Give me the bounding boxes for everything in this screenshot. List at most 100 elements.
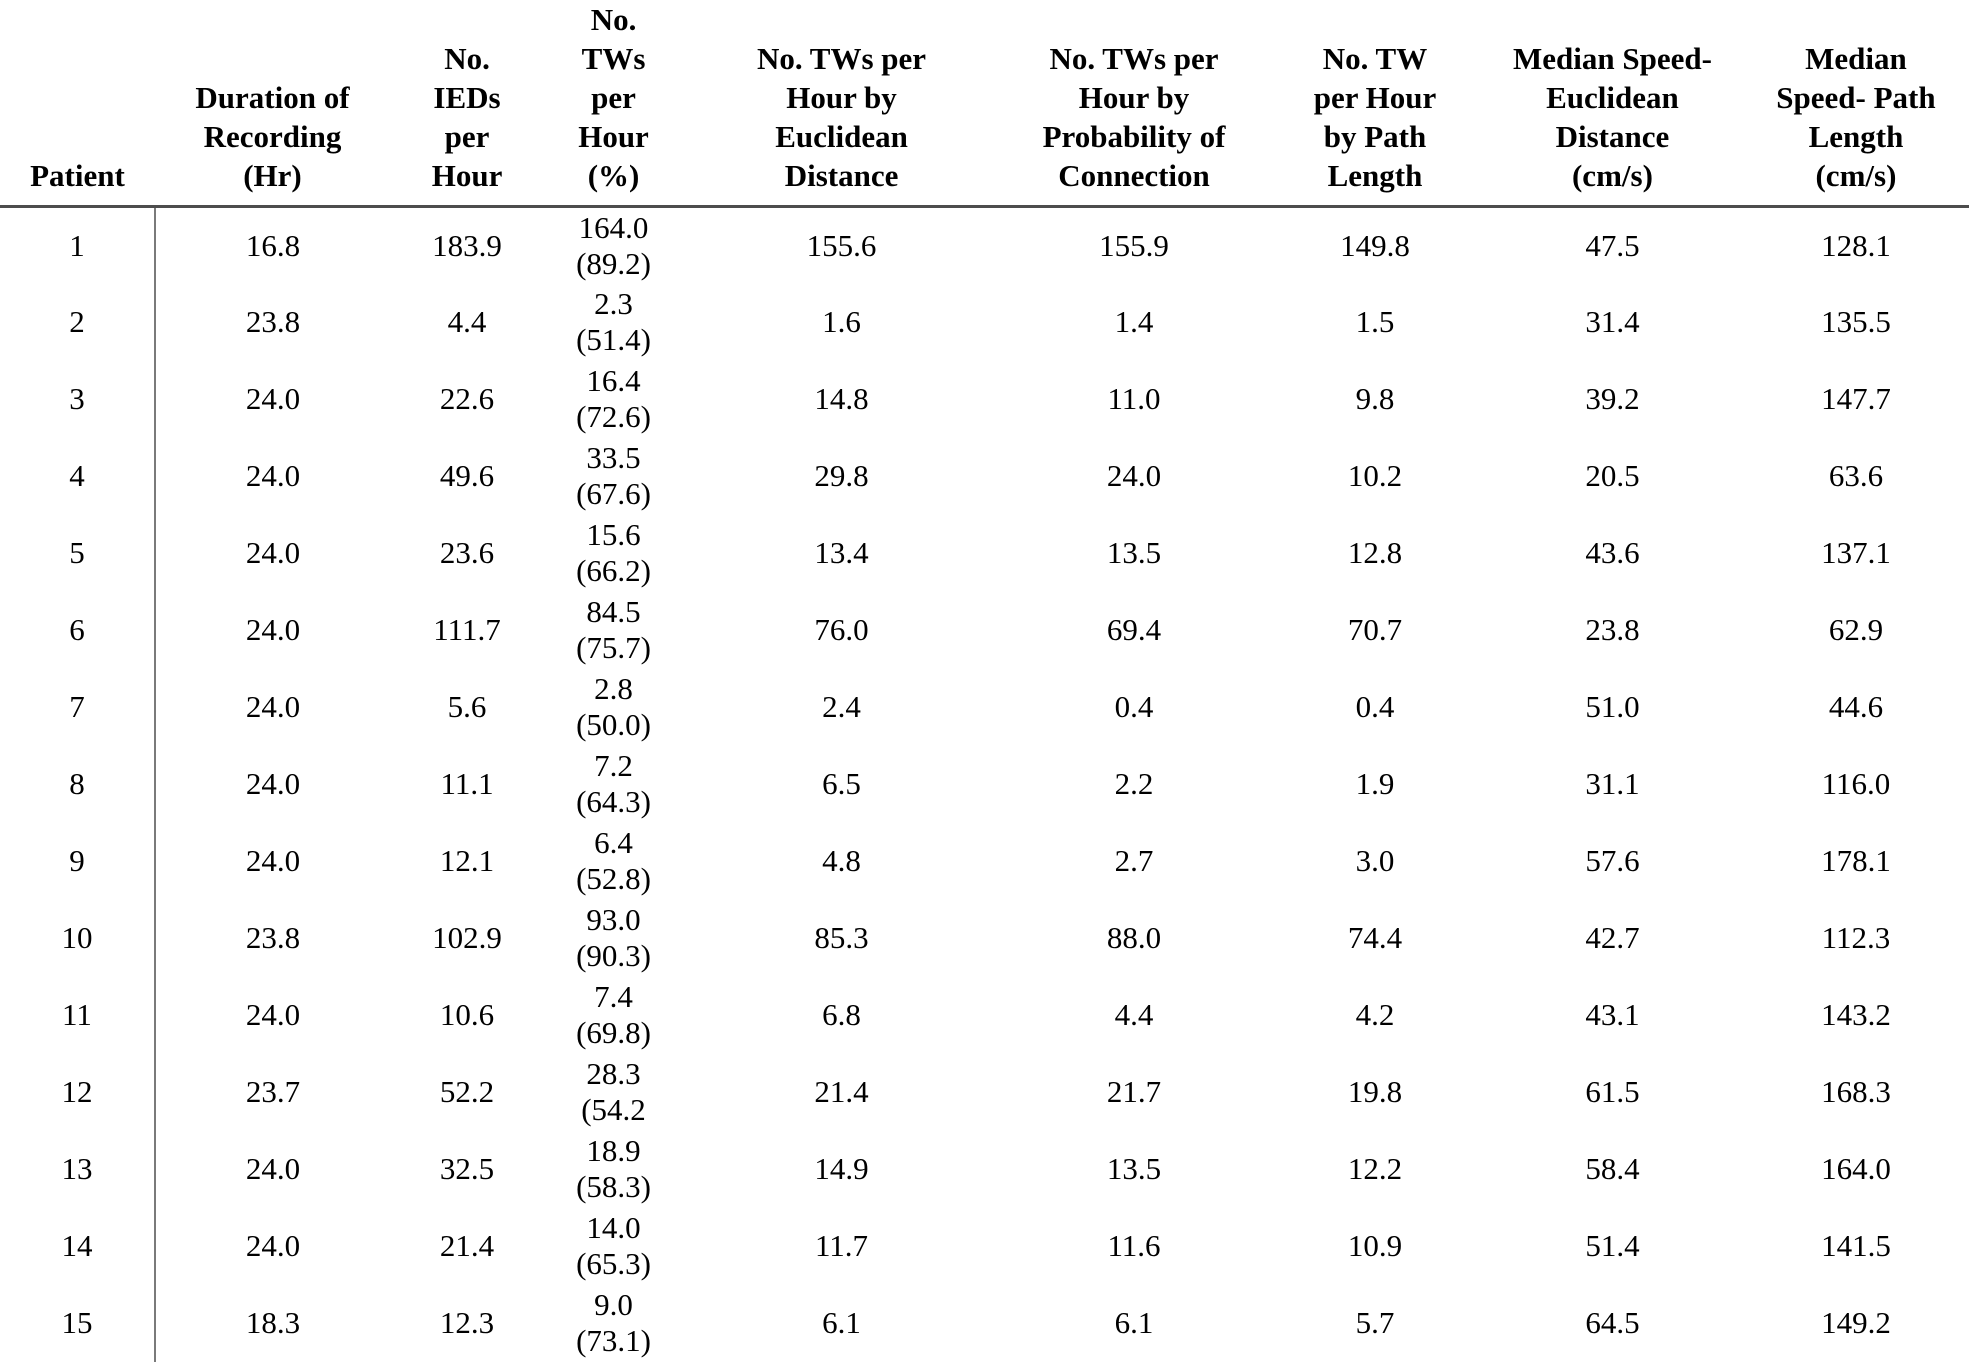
cell-tws_per_hour_probability: 2.7 [1114, 843, 1154, 879]
table-row: 9 24.0 12.1 6.4 (52.8) 4.8 2.7 3.0 57.6 178.1 [0, 822, 1969, 900]
cell-tw_per_hour_path_length: 74.4 [1347, 920, 1403, 956]
cell-duration_hr: 23.8 [245, 920, 301, 956]
table-row: 13 24.0 32.5 18.9 (58.3) 14.9 13.5 12.2 58.4 164… [0, 1130, 1969, 1208]
table-row: 10 23.8 102.9 93.0 (90.3) 85.3 88.0 74.4 42.7 11… [0, 899, 1969, 977]
cell-patient: 10 [0, 899, 156, 977]
cell-ieds_per_hour: 23.6 [439, 535, 495, 571]
table-row: 12 23.7 52.2 28.3 (54.2 21.4 21.7 19.8 61.5 168.… [0, 1053, 1969, 1131]
cell-patient: 14 [0, 1207, 156, 1285]
cell-ieds_per_hour: 10.6 [439, 997, 495, 1033]
cell-tws_per_hour_probability: 24.0 [1106, 458, 1162, 494]
table-row: 4 24.0 49.6 33.5 (67.6) 29.8 24.0 10.2 20.5 63.6 [0, 437, 1969, 515]
cell-patient: 4 [0, 437, 156, 515]
cell-median_speed_euclidean: 20.5 [1585, 458, 1640, 494]
cell-median_speed_path_length: 135.5 [1821, 304, 1891, 340]
cell-tws_per_hour_probability: 4.4 [1114, 997, 1154, 1033]
cell-patient: 13 [0, 1130, 156, 1208]
cell-tws_per_hour_euclidean: 29.8 [814, 458, 869, 494]
cell-tws_per_hour_pct: 2.8 (50.0) [576, 671, 651, 743]
cell-median_speed_euclidean: 43.1 [1585, 997, 1640, 1033]
cell-tws_per_hour_pct: 84.5 (75.7) [576, 594, 651, 666]
cell-patient: 2 [0, 283, 156, 361]
cell-ieds_per_hour: 32.5 [439, 1151, 495, 1187]
cell-tws_per_hour_euclidean: 6.1 [822, 1305, 861, 1341]
cell-tws_per_hour_pct: 9.0 (73.1) [576, 1287, 651, 1359]
col-header-tw_per_hour_path_length: No. TW per Hour by Path Length [1267, 0, 1482, 209]
cell-tws_per_hour_pct: 6.4 (52.8) [576, 825, 651, 897]
cell-median_speed_euclidean: 31.4 [1585, 304, 1640, 340]
cell-ieds_per_hour: 11.1 [440, 766, 494, 802]
cell-tw_per_hour_path_length: 1.9 [1355, 766, 1395, 802]
cell-tws_per_hour_probability: 69.4 [1106, 612, 1162, 648]
col-header-patient: Patient [0, 0, 155, 209]
cell-median_speed_euclidean: 51.4 [1585, 1228, 1640, 1264]
table-row: 7 24.0 5.6 2.8 (50.0) 2.4 0.4 0.4 51.0 44.6 [0, 668, 1969, 746]
cell-patient: 8 [0, 745, 156, 823]
table-row: 2 23.8 4.4 2.3 (51.4) 1.6 1.4 1.5 31.4 135.5 [0, 283, 1969, 361]
cell-median_speed_path_length: 112.3 [1821, 920, 1891, 956]
col-header-tws_per_hour_pct: No. TWs per Hour (%) [544, 0, 684, 209]
cell-tws_per_hour_probability: 13.5 [1106, 535, 1162, 571]
cell-tws_per_hour_pct: 15.6 (66.2) [576, 517, 651, 589]
cell-duration_hr: 24.0 [245, 1228, 301, 1264]
cell-tws_per_hour_pct: 164.0 (89.2) [576, 209, 651, 281]
cell-ieds_per_hour: 49.6 [439, 458, 495, 494]
cell-tws_per_hour_probability: 0.4 [1114, 689, 1154, 725]
cell-tw_per_hour_path_length: 70.7 [1347, 612, 1403, 648]
cell-duration_hr: 24.0 [245, 535, 301, 571]
cell-tws_per_hour_probability: 11.6 [1107, 1228, 1161, 1264]
cell-tw_per_hour_path_length: 149.8 [1340, 227, 1410, 263]
cell-ieds_per_hour: 183.9 [432, 227, 502, 263]
cell-patient: 15 [0, 1284, 156, 1362]
cell-median_speed_path_length: 62.9 [1828, 612, 1884, 648]
table-row: 15 18.3 12.3 9.0 (73.1) 6.1 6.1 5.7 64.5 149.2 [0, 1284, 1969, 1362]
cell-tws_per_hour_euclidean: 6.5 [822, 766, 861, 802]
table-row: 1 16.8 183.9 164.0 (89.2) 155.6 155.9 149.8 47.… [0, 206, 1969, 284]
cell-duration_hr: 18.3 [245, 1305, 301, 1341]
cell-median_speed_path_length: 178.1 [1821, 843, 1891, 879]
table-row: 3 24.0 22.6 16.4 (72.6) 14.8 11.0 9.8 39.2 147.7 [0, 360, 1969, 438]
cell-median_speed_path_length: 44.6 [1828, 689, 1884, 725]
table-body: 1 16.8 183.9 164.0 (89.2) 155.6 155.9 149.8 47.… [0, 206, 1969, 1362]
cell-tw_per_hour_path_length: 4.2 [1355, 997, 1395, 1033]
cell-duration_hr: 23.7 [245, 1074, 301, 1110]
cell-patient: 3 [0, 360, 156, 438]
cell-tws_per_hour_euclidean: 85.3 [814, 920, 869, 956]
cell-tws_per_hour_euclidean: 76.0 [814, 612, 869, 648]
col-header-ieds_per_hour: No. IEDs per Hour [390, 0, 545, 209]
cell-duration_hr: 16.8 [245, 227, 301, 263]
cell-patient: 5 [0, 514, 156, 592]
col-header-median_speed_path_length: Median Speed- Path Length (cm/s) [1742, 0, 1969, 209]
cell-tws_per_hour_euclidean: 155.6 [806, 227, 877, 263]
cell-median_speed_euclidean: 39.2 [1585, 381, 1640, 417]
cell-tw_per_hour_path_length: 9.8 [1355, 381, 1395, 417]
cell-median_speed_euclidean: 64.5 [1585, 1305, 1640, 1341]
cell-tws_per_hour_pct: 93.0 (90.3) [576, 902, 651, 974]
cell-tw_per_hour_path_length: 12.8 [1347, 535, 1403, 571]
cell-tw_per_hour_path_length: 1.5 [1355, 304, 1395, 340]
header-row: Patient Duration of Recording (Hr) No. IED… [0, 0, 1969, 209]
col-header-median_speed_euclidean: Median Speed- Euclidean Distance (cm/s) [1482, 0, 1743, 209]
cell-ieds_per_hour: 12.1 [439, 843, 495, 879]
cell-tws_per_hour_probability: 1.4 [1114, 304, 1154, 340]
cell-duration_hr: 24.0 [245, 997, 301, 1033]
cell-median_speed_path_length: 147.7 [1821, 381, 1891, 417]
cell-tws_per_hour_probability: 6.1 [1114, 1305, 1154, 1341]
cell-tws_per_hour_pct: 33.5 (67.6) [576, 440, 651, 512]
cell-duration_hr: 24.0 [245, 689, 301, 725]
cell-median_speed_euclidean: 57.6 [1585, 843, 1640, 879]
cell-tw_per_hour_path_length: 5.7 [1355, 1305, 1395, 1341]
cell-ieds_per_hour: 22.6 [439, 381, 495, 417]
cell-patient: 1 [0, 206, 156, 284]
cell-tws_per_hour_euclidean: 1.6 [822, 304, 861, 340]
cell-tws_per_hour_pct: 2.3 (51.4) [576, 285, 651, 358]
cell-median_speed_path_length: 149.2 [1821, 1305, 1891, 1341]
cell-tw_per_hour_path_length: 12.2 [1347, 1151, 1403, 1187]
cell-tws_per_hour_probability: 13.5 [1106, 1151, 1162, 1187]
cell-tws_per_hour_euclidean: 13.4 [814, 535, 869, 571]
cell-tws_per_hour_probability: 88.0 [1106, 920, 1162, 956]
cell-median_speed_euclidean: 58.4 [1585, 1151, 1640, 1187]
cell-median_speed_euclidean: 31.1 [1585, 766, 1640, 802]
cell-ieds_per_hour: 5.6 [447, 689, 487, 725]
cell-tws_per_hour_pct: 14.0 (65.3) [576, 1210, 651, 1282]
